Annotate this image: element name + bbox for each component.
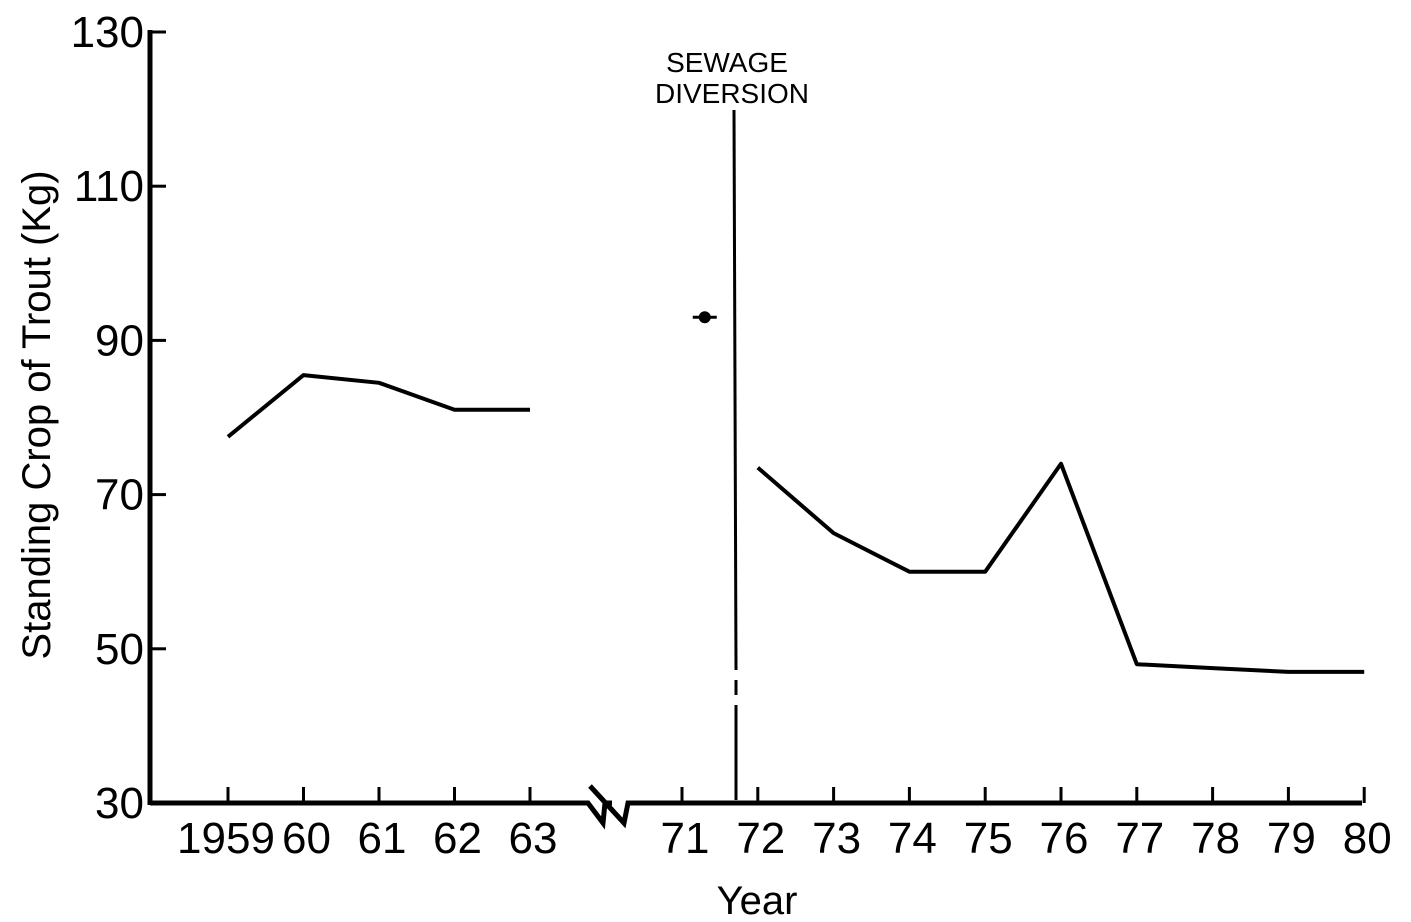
data-point: [698, 311, 711, 324]
x-axis-line: [150, 784, 1362, 830]
x-tick-label: 75: [964, 814, 1013, 863]
x-tick-label: 78: [1191, 814, 1240, 863]
sewage-diversion-annotation: SEWAGE DIVERSION: [655, 47, 809, 800]
y-tick-label: 130: [71, 8, 144, 57]
x-tick-label: 60: [282, 814, 331, 863]
axes: [147, 30, 1362, 830]
x-tick-label: 61: [358, 814, 407, 863]
series: [226, 373, 1365, 674]
diversion-line: [732, 109, 738, 671]
y-tick-label: 70: [95, 471, 144, 520]
x-tick-label: 1959: [177, 814, 275, 863]
x-tick-label: 73: [812, 814, 861, 863]
y-tick-label: 30: [95, 779, 144, 828]
y-tick-label: 50: [95, 625, 144, 674]
annotation-line-2: DIVERSION: [655, 78, 809, 109]
y-tick-label: 90: [95, 316, 144, 365]
x-tick-label: 74: [888, 814, 937, 863]
x-tick-label: 77: [1115, 814, 1164, 863]
x-tick-label: 76: [1040, 814, 1089, 863]
x-tick-label: 63: [509, 814, 558, 863]
y-axis-title: Standing Crop of Trout (Kg): [15, 170, 59, 659]
x-tick-label: 72: [736, 814, 785, 863]
x-ticks: 1959 60 61 62 63 71 72 73 74 75 76 77 78 79 80: [177, 787, 1392, 863]
x-tick-label: 80: [1343, 814, 1392, 863]
points: [692, 311, 717, 324]
y-tick-label: 110: [74, 162, 144, 211]
x-tick-label: 79: [1267, 814, 1316, 863]
series-line-before-diversion: [226, 373, 530, 439]
series-line-after-diversion: [756, 461, 1365, 674]
x-tick-label: 62: [433, 814, 482, 863]
y-ticks: 30 50 70 90 110 130: [71, 8, 166, 828]
x-tick-label: 71: [661, 814, 710, 863]
annotation-line-1: SEWAGE: [666, 47, 788, 78]
x-axis-title: Year: [717, 879, 798, 922]
